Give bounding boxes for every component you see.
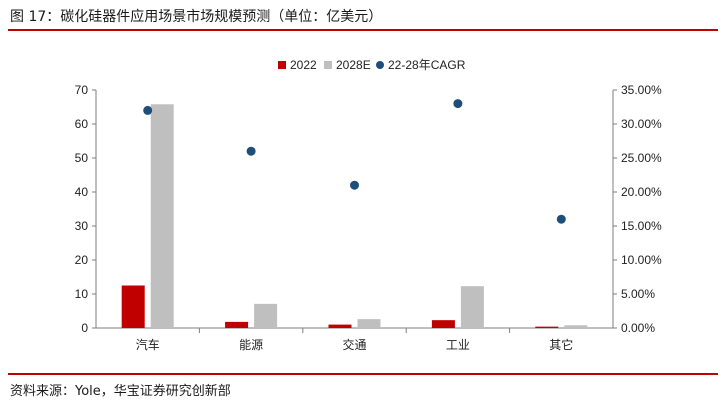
legend-label-2: 22-28年CAGR <box>388 58 466 72</box>
bar-2022-0 <box>121 285 145 328</box>
x-tick-label: 工业 <box>446 338 470 352</box>
cagr-point-2 <box>350 180 359 190</box>
y-right-tick-label: 35.00% <box>621 83 662 97</box>
x-tick-label: 其它 <box>549 337 573 352</box>
y-left-tick-label: 0 <box>81 321 88 335</box>
y-right-tick-label: 20.00% <box>621 185 662 199</box>
bar-2022-4 <box>535 326 559 328</box>
bar-2028e-2 <box>357 319 381 328</box>
legend-swatch-1 <box>324 61 332 69</box>
top-rule <box>8 29 718 31</box>
y-left-tick-label: 20 <box>75 253 89 267</box>
y-left-tick-label: 70 <box>75 83 89 97</box>
cagr-point-0 <box>143 105 153 115</box>
cagr-point-1 <box>246 146 256 156</box>
y-left-tick-label: 10 <box>75 287 89 301</box>
legend-swatch-2 <box>376 61 384 69</box>
y-right-tick-label: 10.00% <box>621 253 662 267</box>
bar-2028e-0 <box>150 104 174 328</box>
x-tick-label: 交通 <box>342 337 366 352</box>
y-left-tick-label: 50 <box>75 151 89 165</box>
legend-label-0: 2022 <box>290 58 317 72</box>
source-note: 资料来源：Yole，华宝证券研究创新部 <box>10 384 231 399</box>
legend-item-1: 2028E <box>324 58 371 72</box>
bar-2022-1 <box>225 321 249 328</box>
legend: 2022 2028E 22-28年CAGR <box>278 58 466 72</box>
y-right-tick-label: 30.00% <box>621 117 662 131</box>
y-right-tick-label: 15.00% <box>621 219 662 233</box>
bar-2028e-4 <box>564 325 588 328</box>
x-tick-label: 能源 <box>239 338 263 352</box>
y-left-tick-label: 30 <box>75 219 89 233</box>
legend-swatch-0 <box>278 61 286 69</box>
x-tick-label: 汽车 <box>136 337 160 352</box>
cagr-point-3 <box>453 99 463 109</box>
legend-item-0: 2022 <box>278 58 317 72</box>
cagr-points <box>143 99 566 224</box>
bar-2028e-3 <box>460 286 484 328</box>
legend-item-2: 22-28年CAGR <box>376 58 466 72</box>
figure-title: 图 17：碳化硅器件应用场景市场规模预测（单位：亿美元） <box>10 9 383 25</box>
y-right-tick-label: 5.00% <box>621 287 655 301</box>
y-left-tick-label: 60 <box>75 117 89 131</box>
bar-2022-3 <box>431 320 455 328</box>
bottom-rule <box>8 373 718 375</box>
bar-2028e-1 <box>254 303 278 328</box>
y-right-tick-label: 0.00% <box>621 321 655 335</box>
cagr-point-4 <box>556 214 566 224</box>
bar-2022-2 <box>328 324 352 328</box>
y-right-tick-label: 25.00% <box>621 151 662 165</box>
y-left-tick-label: 40 <box>75 185 89 199</box>
axes: 0 10 20 30 40 50 60 70 0.00% 5.00% 10.00% 15.00% 20.… <box>75 83 662 352</box>
legend-label-1: 2028E <box>336 58 371 72</box>
bars <box>121 104 588 328</box>
